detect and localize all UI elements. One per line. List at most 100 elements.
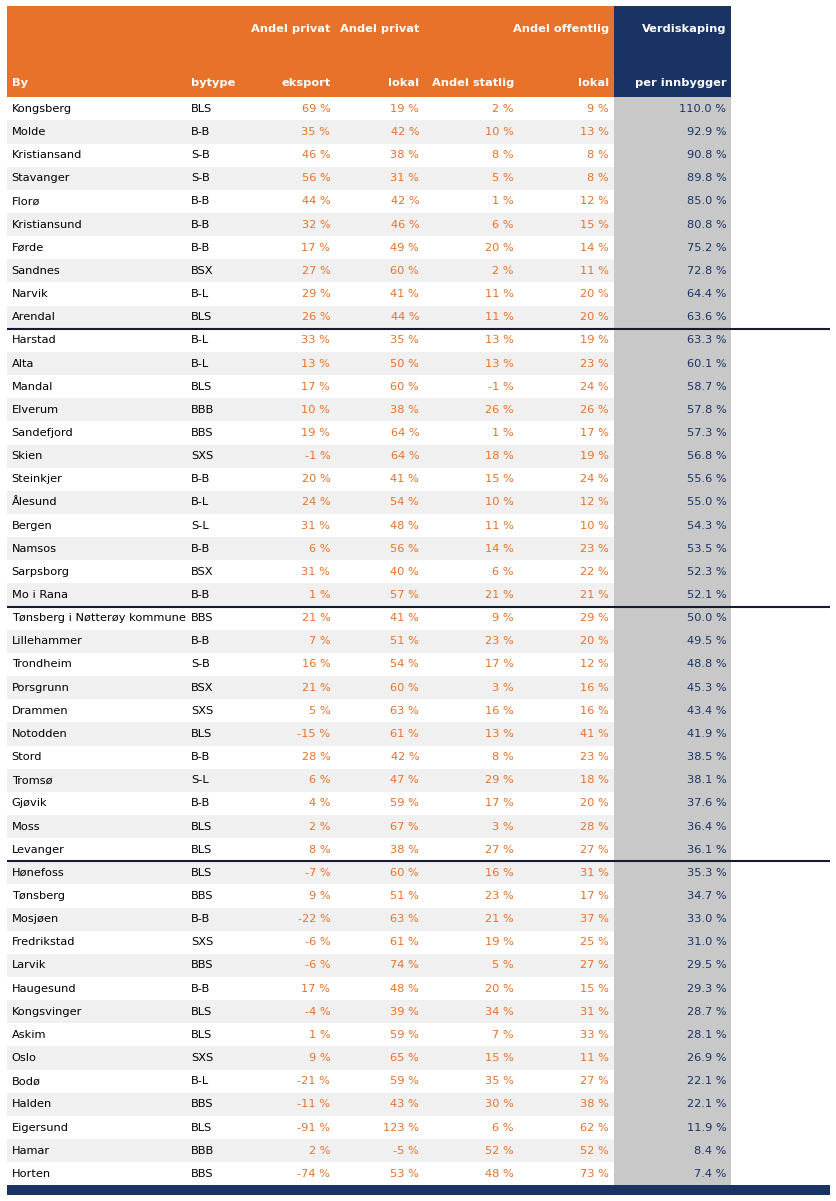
Bar	[7, 422, 186, 444]
Bar	[518, 97, 613, 120]
Bar	[246, 1116, 335, 1139]
Text: 29.5 %: 29.5 %	[686, 961, 726, 970]
Bar	[186, 629, 246, 653]
Bar	[7, 305, 186, 329]
Bar	[613, 908, 731, 931]
Text: 59 %: 59 %	[390, 799, 419, 808]
Bar	[518, 144, 613, 167]
Bar	[186, 838, 246, 861]
Bar	[335, 699, 424, 722]
Bar	[518, 120, 613, 144]
Bar	[335, 120, 424, 144]
Text: 33.0 %: 33.0 %	[686, 914, 726, 924]
Bar	[335, 144, 424, 167]
Text: 74 %: 74 %	[390, 961, 419, 970]
Text: 7 %: 7 %	[308, 637, 330, 646]
Text: 72.8 %: 72.8 %	[686, 265, 726, 276]
Bar	[7, 1163, 186, 1185]
Bar	[186, 1000, 246, 1023]
Text: 28.7 %: 28.7 %	[686, 1006, 726, 1017]
Text: Tønsberg: Tønsberg	[12, 891, 64, 901]
Text: Andel statlig: Andel statlig	[431, 78, 513, 88]
Bar	[518, 52, 613, 97]
Bar	[246, 1046, 335, 1070]
Bar	[335, 1046, 424, 1070]
Bar	[335, 1139, 424, 1163]
Bar	[613, 120, 731, 144]
Bar	[424, 676, 518, 699]
Text: 17 %: 17 %	[301, 243, 330, 252]
Text: 56 %: 56 %	[390, 544, 419, 554]
Bar	[186, 259, 246, 282]
Bar	[246, 120, 335, 144]
Text: SXS: SXS	[191, 452, 213, 461]
Text: 34 %: 34 %	[485, 1006, 513, 1017]
Text: Molde: Molde	[12, 127, 46, 137]
Bar	[613, 1070, 731, 1093]
Text: 61 %: 61 %	[390, 729, 419, 739]
Text: SXS: SXS	[191, 937, 213, 948]
Bar	[246, 491, 335, 514]
Bar	[186, 190, 246, 213]
Text: BBB: BBB	[191, 405, 214, 414]
Bar	[424, 908, 518, 931]
Text: 34.7 %: 34.7 %	[686, 891, 726, 901]
Bar	[246, 1093, 335, 1116]
Text: 54 %: 54 %	[390, 497, 419, 508]
Text: B-B: B-B	[191, 220, 211, 229]
Bar	[613, 97, 731, 120]
Bar	[613, 259, 731, 282]
Bar	[186, 1046, 246, 1070]
Text: 52 %: 52 %	[579, 1146, 608, 1155]
Text: 49.5 %: 49.5 %	[686, 637, 726, 646]
Bar	[186, 1093, 246, 1116]
Bar	[518, 954, 613, 978]
Bar	[335, 514, 424, 537]
Bar	[335, 746, 424, 769]
Bar	[246, 931, 335, 954]
Text: 2 %: 2 %	[308, 1146, 330, 1155]
Text: Mandal: Mandal	[12, 382, 53, 392]
Text: BLS: BLS	[191, 729, 212, 739]
Text: Verdiskaping: Verdiskaping	[641, 24, 726, 35]
Bar	[7, 1093, 186, 1116]
Text: 41 %: 41 %	[579, 729, 608, 739]
Text: 41 %: 41 %	[390, 474, 419, 484]
Text: B-B: B-B	[191, 197, 211, 207]
Text: 37 %: 37 %	[579, 914, 608, 924]
Text: 64.4 %: 64.4 %	[686, 289, 726, 299]
Bar	[186, 908, 246, 931]
Bar	[7, 954, 186, 978]
Text: 17 %: 17 %	[579, 428, 608, 438]
Bar	[246, 769, 335, 791]
Text: S-L: S-L	[191, 775, 209, 785]
Text: 26 %: 26 %	[579, 405, 608, 414]
Bar	[613, 352, 731, 375]
Text: 31.0 %: 31.0 %	[686, 937, 726, 948]
Bar	[424, 584, 518, 607]
Bar	[7, 514, 186, 537]
Bar	[7, 144, 186, 167]
Text: 6 %: 6 %	[492, 1123, 513, 1133]
Text: 31 %: 31 %	[390, 173, 419, 184]
Text: 55.6 %: 55.6 %	[686, 474, 726, 484]
Text: 21 %: 21 %	[485, 590, 513, 600]
Text: Ålesund: Ålesund	[12, 497, 58, 508]
Bar	[335, 676, 424, 699]
Text: 38 %: 38 %	[390, 844, 419, 855]
Text: 13 %: 13 %	[485, 335, 513, 346]
Bar	[186, 676, 246, 699]
Bar	[246, 838, 335, 861]
Text: 26 %: 26 %	[485, 405, 513, 414]
Bar	[613, 1023, 731, 1046]
Bar	[7, 537, 186, 561]
Text: Namsos: Namsos	[12, 544, 57, 554]
Bar	[7, 584, 186, 607]
Bar	[613, 931, 731, 954]
Text: B-B: B-B	[191, 984, 211, 993]
Text: 1 %: 1 %	[492, 428, 513, 438]
Text: 27 %: 27 %	[485, 844, 513, 855]
Text: 15 %: 15 %	[579, 984, 608, 993]
Bar	[335, 931, 424, 954]
Text: 60 %: 60 %	[390, 868, 419, 878]
